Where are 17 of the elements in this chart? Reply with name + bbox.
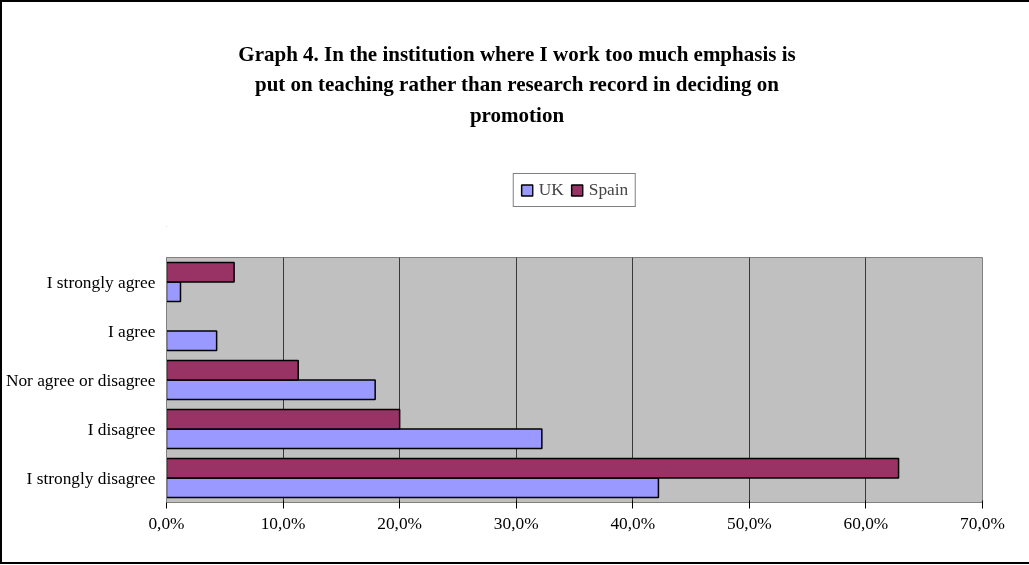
y-tick-label: I strongly disagree — [26, 468, 156, 488]
x-tick-label: 40,0% — [610, 513, 656, 533]
x-tick-label: 10,0% — [260, 513, 306, 533]
y-tick-label: I disagree — [87, 419, 156, 439]
chart-title: Graph 4. In the institution where I work too much emphasis is put on teaching rather than research record in deciding on promotion — [238, 41, 796, 129]
bar — [166, 330, 218, 352]
x-tick-label: 70,0% — [960, 513, 1005, 533]
x-tick-label: 30,0% — [493, 513, 539, 533]
legend-label: Spain — [588, 179, 629, 200]
y-tick-label: I strongly agree — [46, 272, 156, 292]
x-tick-label: 20,0% — [377, 513, 423, 533]
legend-label: UK — [538, 179, 564, 200]
y-tick-label: I agree — [107, 321, 156, 341]
y-tick-label: Nor agree or disagree — [5, 370, 156, 390]
x-tick-label: 60,0% — [843, 513, 889, 533]
x-tick-label: 50,0% — [726, 513, 772, 533]
x-tick-label: 0,0% — [148, 513, 185, 533]
